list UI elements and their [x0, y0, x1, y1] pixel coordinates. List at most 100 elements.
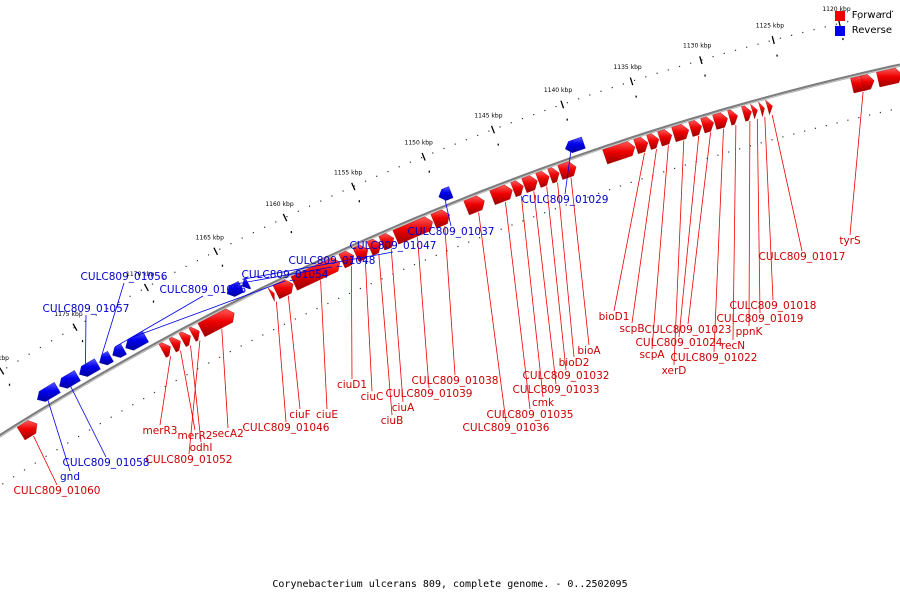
gene-label-leader	[442, 188, 452, 227]
scale-dot	[454, 143, 456, 145]
legend-forward: Forward	[834, 9, 892, 22]
legend-reverse: Reverse	[834, 24, 892, 37]
gene-label-leader	[444, 225, 456, 376]
scale-dot	[478, 237, 481, 239]
scale-tick	[490, 125, 495, 134]
scale-dot	[793, 133, 795, 135]
gene-culc809-01047	[241, 277, 252, 290]
scale-dot	[468, 241, 470, 243]
scale-tick	[560, 100, 565, 109]
gene-label-leader	[631, 148, 657, 324]
scale-dot	[62, 333, 64, 335]
gene-label: bioA	[577, 345, 601, 357]
scale-dot	[598, 192, 600, 194]
scale-dot	[286, 216, 288, 218]
scale-dot	[13, 476, 15, 478]
legend-forward-label: Forward	[851, 10, 892, 21]
gene-label: merR3	[143, 425, 178, 437]
scale-dot	[522, 220, 524, 222]
scale-dot	[23, 469, 26, 471]
gene-label: bioD1	[599, 311, 630, 323]
gene-culc809-01058	[59, 370, 81, 389]
gene-culc809-01018	[758, 101, 765, 118]
scale-dot	[143, 398, 145, 400]
scale-dot	[359, 287, 361, 290]
gene-label: CULC809_01047	[350, 240, 437, 252]
scale-dot	[706, 157, 708, 159]
gene-label: ciuB	[381, 415, 404, 427]
genome-track	[0, 63, 900, 438]
gene-label: CULC809_01036	[463, 422, 550, 434]
scale-dot	[634, 79, 636, 81]
gene-xerd	[671, 124, 690, 143]
gene-culc809-01036	[463, 195, 485, 216]
scale-tick	[629, 77, 634, 86]
legend-forward-swatch	[834, 10, 845, 21]
scale-dot	[99, 423, 101, 425]
scale-dot	[107, 308, 109, 310]
scale-dot	[353, 185, 355, 187]
scale-dot	[308, 205, 311, 207]
gene-label-leader	[613, 152, 645, 312]
scale-dot	[645, 76, 647, 78]
scale-dot	[151, 283, 154, 285]
scale-dot	[600, 90, 602, 92]
scale-dot	[835, 23, 837, 25]
gene-label: CULC809_01058	[63, 457, 150, 469]
scale-dot	[825, 125, 827, 127]
scale-dot	[197, 368, 199, 370]
gene-feature	[876, 67, 900, 88]
gene-label-leader	[390, 248, 404, 403]
scale-dot	[521, 118, 524, 120]
gene-culc809-01046	[267, 287, 275, 302]
gene-label-leader	[364, 259, 373, 392]
scale-dot	[409, 161, 411, 163]
scale-dot	[67, 442, 69, 444]
gene-label: CULC809_01056	[81, 271, 168, 283]
gene-label-leader	[132, 280, 286, 338]
gene-label-leader	[188, 340, 201, 455]
scale-dot	[836, 122, 838, 124]
scale-dot	[544, 212, 546, 214]
scale-dot	[500, 228, 502, 230]
gene-label-leader	[221, 328, 229, 429]
scale-tick-label: 1120 kbp	[822, 6, 850, 13]
gene-label-leader	[557, 182, 575, 358]
scale-dot	[186, 374, 188, 376]
genome-caption: Corynebacterium ulcerans 809, complete g…	[272, 579, 628, 590]
scale-dot	[717, 154, 719, 156]
gene-label: CULC809_01017	[759, 251, 846, 263]
scale-dot	[728, 151, 730, 153]
gene-label: CULC809_01024	[636, 337, 723, 349]
scale-dot	[641, 178, 643, 180]
gene-label-leader	[570, 177, 590, 346]
gene-label-leader	[114, 295, 204, 348]
gene-label: recN	[721, 340, 745, 352]
scale-dot	[555, 106, 557, 108]
scale-dot	[684, 164, 686, 166]
scale-tick-label: 1180 kbp	[0, 355, 9, 362]
scale-tick-label: 1150 kbp	[405, 140, 433, 147]
scale-dot	[163, 277, 165, 279]
scale-tick-label: 1165 kbp	[196, 235, 224, 242]
scale-dot	[342, 190, 344, 192]
gene-label: cmk	[532, 397, 555, 409]
scale-dot	[432, 152, 434, 154]
scale-dot	[370, 283, 372, 285]
scale-dot	[746, 46, 748, 48]
gene-label-leader	[287, 295, 301, 410]
gene-scpb	[646, 133, 660, 150]
scale-dot	[376, 175, 378, 177]
gene-culc809-01022	[712, 112, 728, 130]
gene-label: CULC809_01046	[243, 422, 330, 434]
scale-dot	[219, 248, 221, 250]
scale-dot	[297, 210, 299, 212]
gene-scpa	[657, 129, 673, 147]
scale-tick-label: 1145 kbp	[474, 112, 502, 119]
scale-dot	[611, 87, 613, 89]
scale-dot	[578, 98, 580, 100]
gene-feature	[602, 141, 636, 165]
gene-merr3	[158, 342, 171, 358]
gene-label: xerD	[662, 365, 687, 377]
scale-dot	[712, 56, 714, 58]
